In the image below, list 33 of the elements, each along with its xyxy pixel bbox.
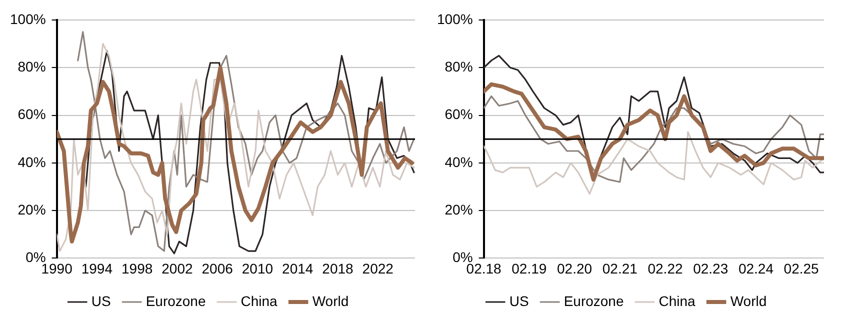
legend-label: World [730,292,767,309]
x-tick-label: 2002 [162,260,193,276]
x-tick-label: 02.25 [784,260,820,276]
legend-label: US [509,292,529,309]
y-tick-label: 40% [18,154,46,170]
x-tick-label: 2006 [202,260,234,276]
x-tick-label: 1994 [81,260,113,276]
y-tick-label: 60% [444,106,473,122]
legend-label: US [91,292,111,309]
x-tick-label: 1998 [121,260,153,276]
x-tick-label: 2018 [322,260,354,276]
x-tick-label: 02.19 [512,260,547,276]
y-tick-label: 80% [444,58,473,74]
y-tick-label: 40% [444,154,473,170]
y-tick-label: 20% [18,201,46,218]
x-tick-label: 2022 [362,260,394,276]
legend-label: China [658,292,696,309]
legend-label: China [240,292,278,309]
y-tick-label: 20% [444,201,473,218]
legend-label: World [312,292,349,309]
legend-label: Eurozone [146,292,206,309]
y-tick-label: 60% [18,106,46,122]
x-tick-label: 02.21 [602,260,638,276]
x-tick-label: 02.24 [738,260,774,276]
x-tick-label: 2014 [282,260,314,276]
x-tick-label: 2010 [242,260,274,276]
y-tick-label: 100% [436,10,473,27]
y-tick-label: 100% [10,10,46,27]
legend-label: Eurozone [564,292,624,309]
y-tick-label: 80% [18,58,46,74]
x-tick-label: 02.20 [557,260,592,276]
x-tick-label: 02.22 [648,260,683,276]
x-tick-label: 02.23 [693,260,728,276]
